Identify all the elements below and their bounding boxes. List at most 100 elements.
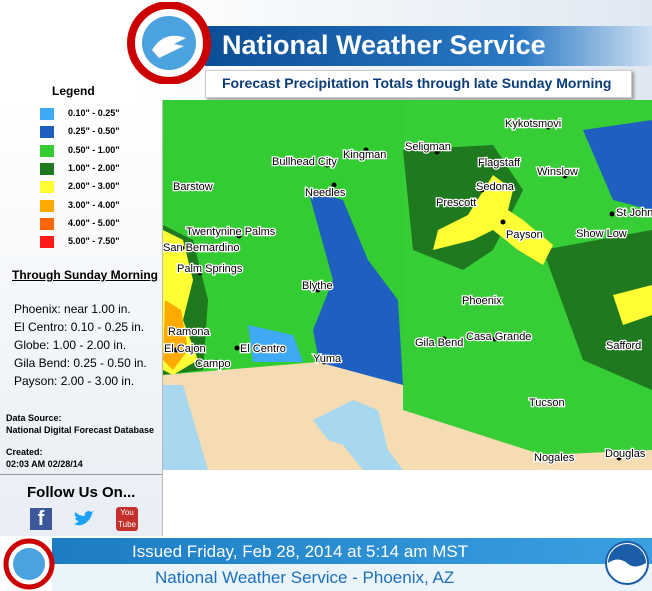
city-dot bbox=[500, 219, 506, 225]
city-label: Yuma bbox=[313, 353, 342, 365]
summary-item: Payson: 2.00 - 3.00 in. bbox=[14, 374, 135, 388]
source-value: National Digital Forecast Database bbox=[6, 425, 155, 435]
city-label: Casa Grande bbox=[466, 331, 531, 343]
legend-item: 3.00" - 4.00" bbox=[40, 199, 160, 214]
subtitle: Forecast Precipitation Totals through la… bbox=[222, 75, 612, 91]
source: Data Source: National Digital Forecast Da… bbox=[6, 412, 154, 436]
city-dot bbox=[616, 455, 622, 461]
legend-label: 5.00" - 7.50" bbox=[68, 236, 120, 247]
legend-item: 4.00" - 5.00" bbox=[40, 217, 160, 232]
summary-item: Gila Bend: 0.25 - 0.50 in. bbox=[14, 356, 147, 370]
city-dot bbox=[363, 147, 369, 153]
city-label: Phoenix bbox=[462, 295, 502, 307]
city-dot bbox=[213, 359, 219, 365]
title-banner bbox=[205, 26, 652, 66]
city-dot bbox=[321, 359, 327, 365]
city-label: Bullhead City bbox=[272, 156, 337, 168]
city-label: Safford bbox=[606, 340, 641, 352]
created-label: Created: bbox=[6, 447, 43, 457]
city-dot bbox=[315, 287, 321, 293]
sidebar bbox=[0, 100, 163, 536]
city-label: Kingman bbox=[343, 149, 386, 161]
cities: Kykotsmovi Seligman Kingman Bullhead City Fl… bbox=[163, 117, 652, 466]
city-label: Twentynine Palms bbox=[186, 226, 276, 238]
subtitle-box bbox=[205, 70, 632, 98]
issued: Issued Friday, Feb 28, 2014 at 5:14 am M… bbox=[132, 542, 469, 561]
city-dot bbox=[575, 231, 581, 237]
legend-swatch bbox=[40, 162, 54, 175]
city-dot bbox=[324, 162, 330, 168]
legend-swatch bbox=[40, 126, 54, 139]
divider bbox=[0, 474, 162, 475]
city-dot bbox=[477, 299, 483, 305]
city-dot bbox=[545, 401, 551, 407]
city-label: Payson bbox=[506, 229, 543, 241]
facebook-icon[interactable]: f bbox=[30, 508, 52, 530]
city-dot bbox=[173, 347, 179, 353]
legend-label: 0.10" - 0.25" bbox=[68, 108, 120, 118]
footer-bar-light bbox=[52, 564, 652, 591]
legend-swatch bbox=[40, 108, 54, 120]
twitter-icon[interactable] bbox=[72, 510, 94, 528]
office: National Weather Service - Phoenix, AZ bbox=[155, 568, 455, 587]
city-label: Needles bbox=[305, 187, 346, 199]
precip-blue bbox=[583, 120, 652, 210]
city-label: Sedona bbox=[476, 181, 515, 193]
legend-label: 3.00" - 4.00" bbox=[68, 199, 120, 210]
city-label: Gila Bend bbox=[415, 337, 463, 349]
legend-swatch bbox=[40, 181, 54, 194]
nws-logo-small bbox=[3, 538, 55, 590]
legend-label: 2.00" - 3.00" bbox=[68, 181, 120, 192]
legend-item: 0.10" - 0.25" bbox=[40, 108, 160, 122]
summary-item: Globe: 1.00 - 2.00 in. bbox=[14, 338, 127, 352]
youtube-icon[interactable]: You Tube bbox=[116, 507, 138, 531]
summary-title: Through Sunday Morning bbox=[12, 268, 158, 282]
city-label: Winslow bbox=[537, 166, 578, 178]
legend-label: 4.00" - 5.00" bbox=[68, 217, 120, 228]
city-dot bbox=[236, 233, 242, 239]
city-label: San Bernardino bbox=[163, 242, 239, 254]
source-label: Data Source: bbox=[6, 413, 62, 423]
summary-item: Phoenix: near 1.00 in. bbox=[14, 302, 131, 316]
city-label: El Centro bbox=[240, 343, 286, 355]
city-dot bbox=[491, 162, 497, 168]
city-label: Barstow bbox=[173, 181, 213, 193]
city-label: Kykotsmovi bbox=[505, 118, 561, 130]
city-dot bbox=[627, 344, 633, 350]
social-title: Follow Us On... bbox=[27, 484, 136, 501]
gulf bbox=[313, 400, 403, 470]
legend-item: 2.00" - 3.00" bbox=[40, 181, 160, 195]
legend-item: 0.25" - 0.50" bbox=[40, 126, 160, 140]
precip-heavy bbox=[543, 230, 652, 390]
map: Kykotsmovi Seligman Kingman Bullhead City Fl… bbox=[163, 100, 652, 470]
city-label: Flagstaff bbox=[478, 157, 521, 169]
created-value: 02:03 AM 02/28/14 bbox=[6, 459, 83, 469]
city-label: Tucson bbox=[529, 397, 565, 409]
header: National Weather Service Forecast Precip… bbox=[0, 0, 652, 100]
city-dot bbox=[455, 201, 461, 207]
legend-title: Legend bbox=[52, 84, 95, 98]
city-dot bbox=[492, 336, 498, 342]
legend-label: 0.50" - 1.00" bbox=[68, 144, 120, 155]
city-dot bbox=[197, 270, 203, 276]
legend-item: 0.50" - 1.00" bbox=[40, 144, 160, 159]
city-dot bbox=[234, 345, 240, 351]
footer-bar bbox=[52, 538, 652, 564]
city-label: Ramona bbox=[168, 326, 210, 338]
mexico bbox=[163, 362, 652, 470]
city-dot bbox=[434, 149, 440, 155]
precip-yellow bbox=[613, 285, 652, 325]
city-label: Nogales bbox=[534, 452, 575, 464]
precip-yellow bbox=[433, 175, 553, 265]
city-dot bbox=[194, 184, 200, 190]
legend-item: 1.00" - 2.00" bbox=[40, 162, 160, 177]
city-label: Douglas bbox=[605, 448, 646, 460]
city-label: Palm Springs bbox=[177, 263, 243, 275]
noaa-logo bbox=[605, 541, 649, 585]
city-label: St Johns bbox=[616, 207, 652, 219]
city-dot bbox=[441, 336, 447, 342]
city-dot bbox=[174, 331, 180, 337]
summary-item: El Centro: 0.10 - 0.25 in. bbox=[14, 320, 145, 334]
precip-light bbox=[248, 325, 303, 362]
